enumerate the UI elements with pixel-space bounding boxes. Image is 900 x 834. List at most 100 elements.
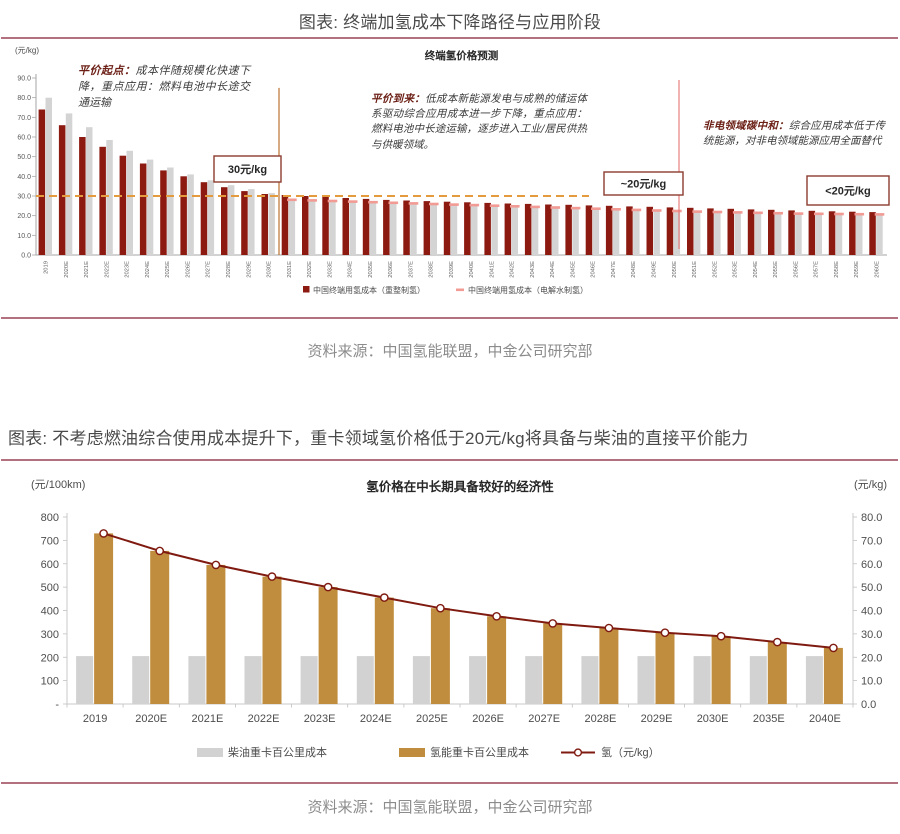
electrolysis-marker — [388, 201, 399, 205]
line-marker — [323, 582, 333, 592]
bar-electrolysis — [430, 204, 437, 255]
x-tick-label: 2046E — [591, 261, 597, 278]
electrolysis-marker — [611, 208, 621, 211]
x-tick-label: 2022E — [104, 261, 110, 278]
line-marker — [492, 611, 501, 621]
x-tick-label: 2020E — [64, 261, 70, 278]
annotation-parity-start: 平价起点：成本伴随规模化快速下降，重点应用：燃料电池中长途交通运输 — [78, 63, 250, 111]
line-marker — [99, 529, 108, 538]
figure2-source: 资料来源：中国氢能联盟，中金公司研究部 — [307, 799, 593, 816]
bar-diesel-cost — [805, 656, 823, 704]
x-tick-label: 2026E — [186, 261, 192, 278]
electrolysis-marker — [732, 211, 743, 214]
bar-electrolysis — [774, 213, 782, 255]
bar-electrolysis — [511, 206, 518, 255]
price-box-label: 30元/kg — [228, 163, 267, 176]
x-tick-label: 2036E — [388, 261, 394, 278]
bar-reforming — [646, 206, 653, 255]
right-tick-label: 20.0 — [861, 652, 882, 664]
bar-reforming — [626, 206, 633, 255]
bar-hydrogen-cost — [599, 628, 619, 704]
x-tick-label: 2058E — [834, 261, 840, 278]
x-tick-label: 2055E — [773, 261, 779, 278]
bar-electrolysis — [329, 201, 336, 255]
x-tick-label: 2023E — [125, 261, 131, 278]
line-marker — [660, 628, 670, 637]
legend-swatch-reforming — [303, 286, 310, 293]
x-tick-label: 2029E — [641, 713, 673, 725]
y-tick-label: 60.0 — [17, 135, 31, 142]
legend-marker-electrolysis — [456, 288, 464, 292]
bar-reforming — [484, 202, 491, 255]
price-box — [806, 175, 890, 206]
x-tick-label: 2044E — [550, 261, 556, 278]
bar-reforming — [200, 182, 208, 255]
electrolysis-marker — [591, 207, 601, 210]
bar-diesel-cost — [132, 656, 150, 704]
line-marker — [267, 572, 277, 581]
bar-electrolysis — [754, 212, 762, 255]
bar-electrolysis — [207, 180, 215, 255]
electrolysis-marker — [530, 205, 540, 209]
bar-electrolysis — [390, 202, 397, 255]
bar-reforming — [747, 209, 755, 255]
bar-electrolysis — [815, 213, 822, 255]
bar-reforming — [464, 202, 471, 255]
x-tick-label: 2028E — [584, 713, 616, 725]
bar-electrolysis — [491, 205, 498, 255]
electrolysis-marker — [672, 209, 682, 213]
x-tick-label: 2021E — [191, 713, 223, 725]
legend-label: 中国终端用氢成本（电解水制氢） — [468, 285, 588, 295]
hydrogen-price-line — [103, 532, 834, 649]
bar-diesel-cost — [581, 656, 599, 704]
right-tick-label: 60.0 — [861, 559, 882, 571]
line-marker — [773, 637, 782, 647]
electrolysis-marker — [408, 202, 419, 205]
bar-reforming — [605, 205, 613, 255]
bar-electrolysis — [410, 203, 417, 255]
bar-electrolysis — [531, 207, 539, 255]
x-tick-label: 2019 — [44, 261, 50, 274]
annotation-text: 成本伴随规模化快速下降，重点应用：燃料电池中长途交通运输 — [78, 64, 250, 109]
bar-electrolysis — [106, 140, 113, 255]
x-tick-label: 2023E — [304, 713, 336, 725]
x-tick-label: 2043E — [530, 261, 536, 278]
price-box — [603, 171, 684, 196]
x-tick-label: 2039E — [449, 261, 455, 278]
bar-electrolysis — [714, 212, 721, 255]
bar-reforming — [180, 176, 187, 255]
electrolysis-marker — [489, 204, 500, 207]
y-axis-unit: (元/kg) — [15, 46, 39, 55]
x-tick-label: 2034E — [348, 261, 354, 278]
bar-reforming — [403, 200, 410, 255]
annotation-text: 低成本新能源发电与成熟的储运体系驱动综合应用成本进一步下降，重点应用：燃料电池中… — [371, 93, 588, 151]
line-marker — [604, 623, 614, 633]
right-tick-label: 80.0 — [861, 512, 882, 524]
bar-electrolysis — [856, 214, 863, 255]
right-tick-label: 50.0 — [861, 582, 882, 594]
bar-electrolysis — [45, 97, 52, 255]
bar-electrolysis — [450, 204, 458, 255]
bar-hydrogen-cost — [94, 533, 114, 704]
x-tick-label: 2053E — [733, 261, 739, 278]
bar-reforming — [362, 198, 370, 255]
chart-title: 氢价格在中长期具备较好的经济性 — [366, 479, 554, 494]
figure2-title: 图表: 不考虑燃油综合使用成本提升下，重卡领域氢价格低于20元/kg将具备与柴油… — [8, 429, 749, 448]
bar-reforming — [727, 208, 734, 255]
x-tick-label: 2030E — [267, 261, 273, 278]
legend-label: 柴油重卡百公里成本 — [228, 745, 327, 759]
bar-electrolysis — [126, 150, 133, 255]
electrolysis-marker — [712, 210, 723, 214]
bar-electrolysis — [876, 214, 883, 255]
annotation-parity-arrival: 平价到来：低成本新能源发电与成熟的储运体系驱动综合应用成本进一步下降，重点应用：… — [371, 92, 587, 153]
electrolysis-marker — [814, 212, 824, 216]
annotation-text: 综合应用成本低于传统能源，对非电领域能源应用全面替代 — [703, 120, 885, 148]
bar-reforming — [545, 204, 552, 255]
bar-reforming — [58, 125, 66, 255]
y-tick-label: 50.0 — [17, 154, 31, 161]
x-tick-label: 2022E — [248, 713, 280, 725]
hydrogen-cost-decline-chart: (元/kg) 终端氢价格预测 0.0 10.0 20.0 30.0 40.0 50.0 60.0… — [15, 46, 890, 295]
right-tick-label: 0.0 — [861, 699, 876, 711]
line-marker — [379, 593, 389, 602]
